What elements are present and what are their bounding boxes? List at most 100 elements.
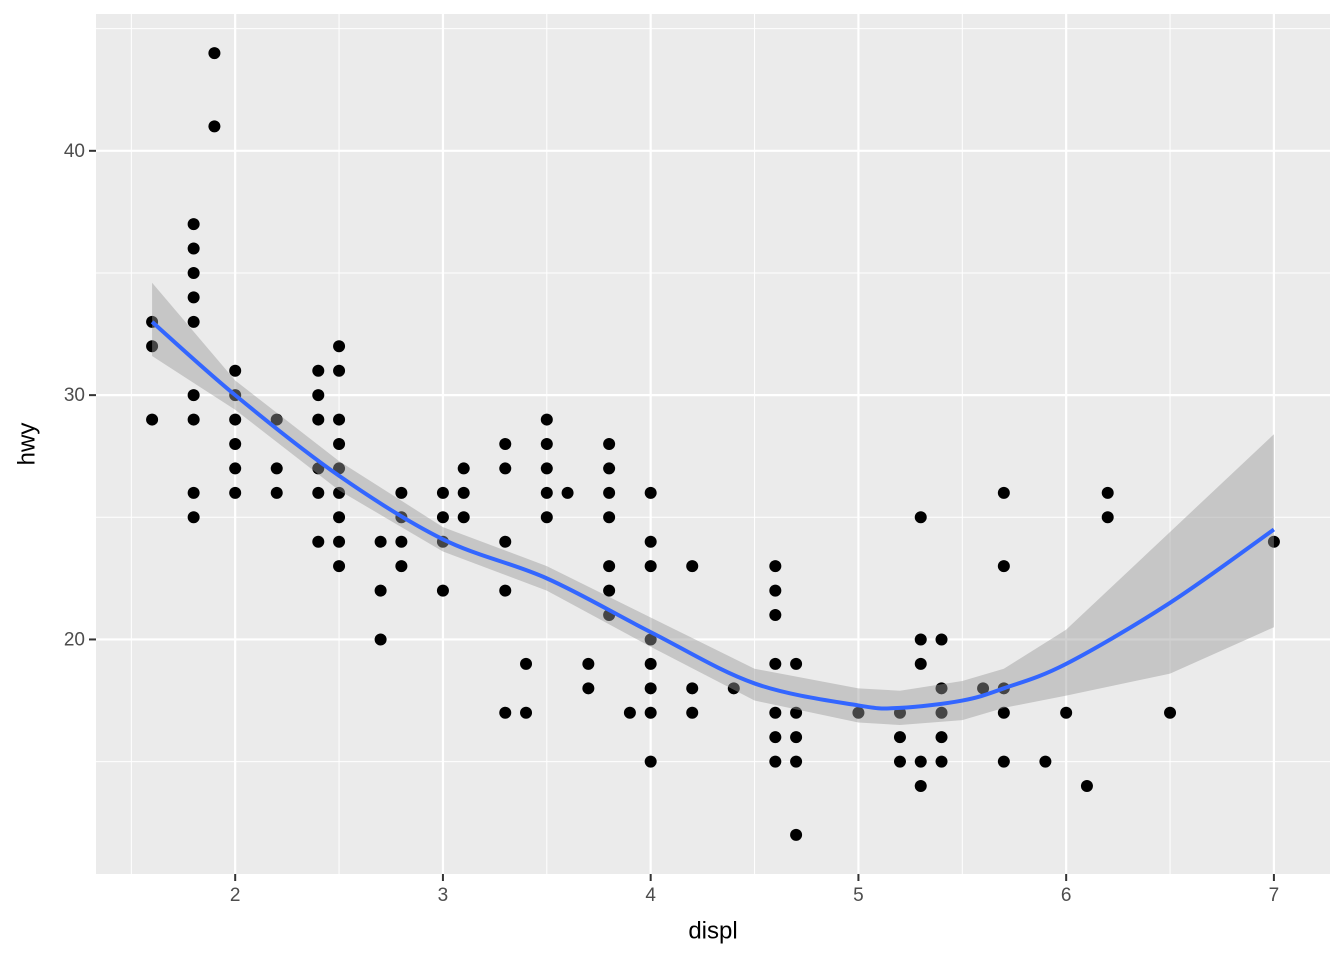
point xyxy=(520,706,533,719)
point xyxy=(769,609,782,622)
point xyxy=(997,755,1010,768)
point xyxy=(229,486,242,499)
point xyxy=(935,682,948,695)
point xyxy=(769,755,782,768)
point xyxy=(914,633,927,646)
point xyxy=(603,584,616,597)
point xyxy=(312,535,325,548)
confidence-band xyxy=(152,282,1274,725)
point xyxy=(790,657,803,670)
point xyxy=(644,706,657,719)
point xyxy=(644,755,657,768)
x-tick-label: 4 xyxy=(645,885,656,906)
point xyxy=(977,682,990,695)
point xyxy=(935,731,948,744)
point xyxy=(187,511,200,524)
point xyxy=(333,413,346,426)
point xyxy=(603,511,616,524)
point xyxy=(769,706,782,719)
point xyxy=(208,120,221,133)
point xyxy=(686,560,699,573)
point xyxy=(520,657,533,670)
point xyxy=(540,486,553,499)
point xyxy=(997,560,1010,573)
point xyxy=(374,633,387,646)
point xyxy=(540,462,553,475)
point xyxy=(146,340,159,353)
point xyxy=(229,413,242,426)
point xyxy=(561,486,574,499)
point xyxy=(769,560,782,573)
point xyxy=(395,486,408,499)
point xyxy=(333,511,346,524)
point xyxy=(333,364,346,377)
point xyxy=(1101,486,1114,499)
point xyxy=(790,731,803,744)
point xyxy=(436,584,449,597)
point xyxy=(997,486,1010,499)
point xyxy=(769,584,782,597)
point xyxy=(914,755,927,768)
point xyxy=(395,560,408,573)
x-tick-label: 5 xyxy=(853,885,864,906)
point xyxy=(499,462,512,475)
point xyxy=(333,340,346,353)
point xyxy=(644,682,657,695)
point xyxy=(582,657,595,670)
point xyxy=(499,706,512,719)
point xyxy=(270,486,283,499)
point xyxy=(187,242,200,255)
point xyxy=(1164,706,1177,719)
point xyxy=(997,706,1010,719)
point xyxy=(540,511,553,524)
point xyxy=(499,584,512,597)
point xyxy=(187,389,200,402)
y-tick-label: 40 xyxy=(64,141,85,162)
point xyxy=(270,462,283,475)
point xyxy=(893,731,906,744)
point xyxy=(603,438,616,450)
point xyxy=(333,535,346,548)
point xyxy=(333,486,346,499)
point xyxy=(790,755,803,768)
y-axis-title: hwy xyxy=(13,423,40,466)
point xyxy=(1039,755,1052,768)
x-tick-label: 7 xyxy=(1269,885,1280,906)
x-tick-label: 2 xyxy=(230,885,241,906)
point xyxy=(436,486,449,499)
point xyxy=(1080,780,1093,793)
point xyxy=(644,486,657,499)
point xyxy=(457,486,470,499)
point xyxy=(333,560,346,573)
point xyxy=(312,389,325,402)
smooth-line xyxy=(150,320,1276,711)
point xyxy=(436,511,449,524)
point xyxy=(769,731,782,744)
point xyxy=(852,706,865,719)
point xyxy=(187,315,200,328)
point xyxy=(790,706,803,719)
point xyxy=(1060,706,1073,719)
panel-background xyxy=(96,14,1330,874)
point xyxy=(644,657,657,670)
point xyxy=(540,413,553,426)
point xyxy=(644,560,657,573)
point xyxy=(374,535,387,548)
point xyxy=(229,438,242,450)
point xyxy=(187,291,200,304)
point xyxy=(229,364,242,377)
point xyxy=(187,486,200,499)
point xyxy=(312,486,325,499)
point xyxy=(914,511,927,524)
point xyxy=(312,413,325,426)
point xyxy=(623,706,636,719)
point xyxy=(914,657,927,670)
point xyxy=(644,633,657,646)
point xyxy=(229,462,242,475)
x-axis-title: displ xyxy=(688,917,737,944)
point xyxy=(457,462,470,475)
point xyxy=(935,706,948,719)
point xyxy=(270,413,283,426)
